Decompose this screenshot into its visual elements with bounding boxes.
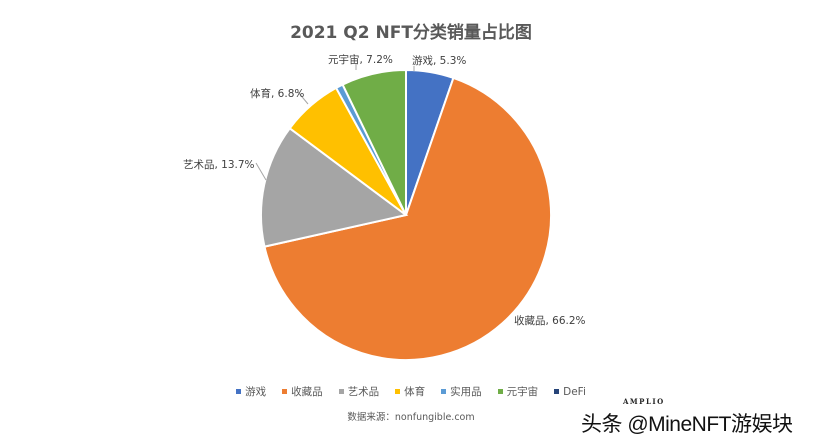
pie-slice-5: [341, 68, 407, 216]
legend-label: 体育: [404, 386, 426, 398]
watermark-brand: AMPLIO: [623, 397, 665, 406]
legend-item-defi[interactable]: DeFi: [554, 384, 586, 399]
label-tiyu: 体育, 6.8%: [250, 88, 305, 100]
legend-item-shiyong[interactable]: 实用品: [441, 384, 482, 399]
legend-swatch: [338, 389, 344, 394]
data-source: 数据来源：nonfungible.com: [347, 412, 475, 423]
legend-swatch: [441, 389, 447, 394]
legend-swatch: [282, 389, 288, 394]
label-shoucang: 收藏品, 66.2%: [514, 315, 586, 327]
chart-title: 2021 Q2 NFT分类销量占比图: [290, 23, 532, 43]
watermark-text: 头条 @MineNFT游娱块: [581, 413, 793, 436]
legend-item-yishu[interactable]: 艺术品: [338, 384, 380, 399]
legend-swatch: [236, 389, 242, 394]
legend-label: DeFi: [563, 385, 586, 398]
legend-label: 艺术品: [347, 386, 380, 398]
legend-item-tiyu[interactable]: 体育: [395, 384, 425, 399]
legend-label: 游戏: [245, 386, 267, 398]
legend-label: 元宇宙: [506, 386, 539, 398]
legend-item-shoucang[interactable]: 收藏品: [282, 384, 323, 399]
pie-slice-2: [260, 126, 409, 248]
leader-line: [255, 162, 267, 181]
chart-legend: 游戏 收藏品 艺术品 体育 实用品 元宇宙 DeFi: [0, 384, 822, 399]
legend-swatch: [554, 389, 560, 394]
legend-swatch: [497, 389, 503, 394]
legend-item-yuanyuzhou[interactable]: 元宇宙: [497, 384, 539, 399]
legend-item-youxi[interactable]: 游戏: [236, 384, 266, 399]
legend-label: 实用品: [450, 386, 482, 398]
label-yishu: 艺术品, 13.7%: [183, 159, 255, 171]
pie-slice-1: [263, 76, 552, 361]
legend-swatch: [395, 389, 401, 394]
label-yuanyuzhou: 元宇宙, 7.2%: [328, 54, 393, 66]
legend-label: 收藏品: [291, 386, 323, 398]
leader-line: [297, 91, 309, 105]
label-youxi: 游戏, 5.3%: [412, 55, 467, 67]
